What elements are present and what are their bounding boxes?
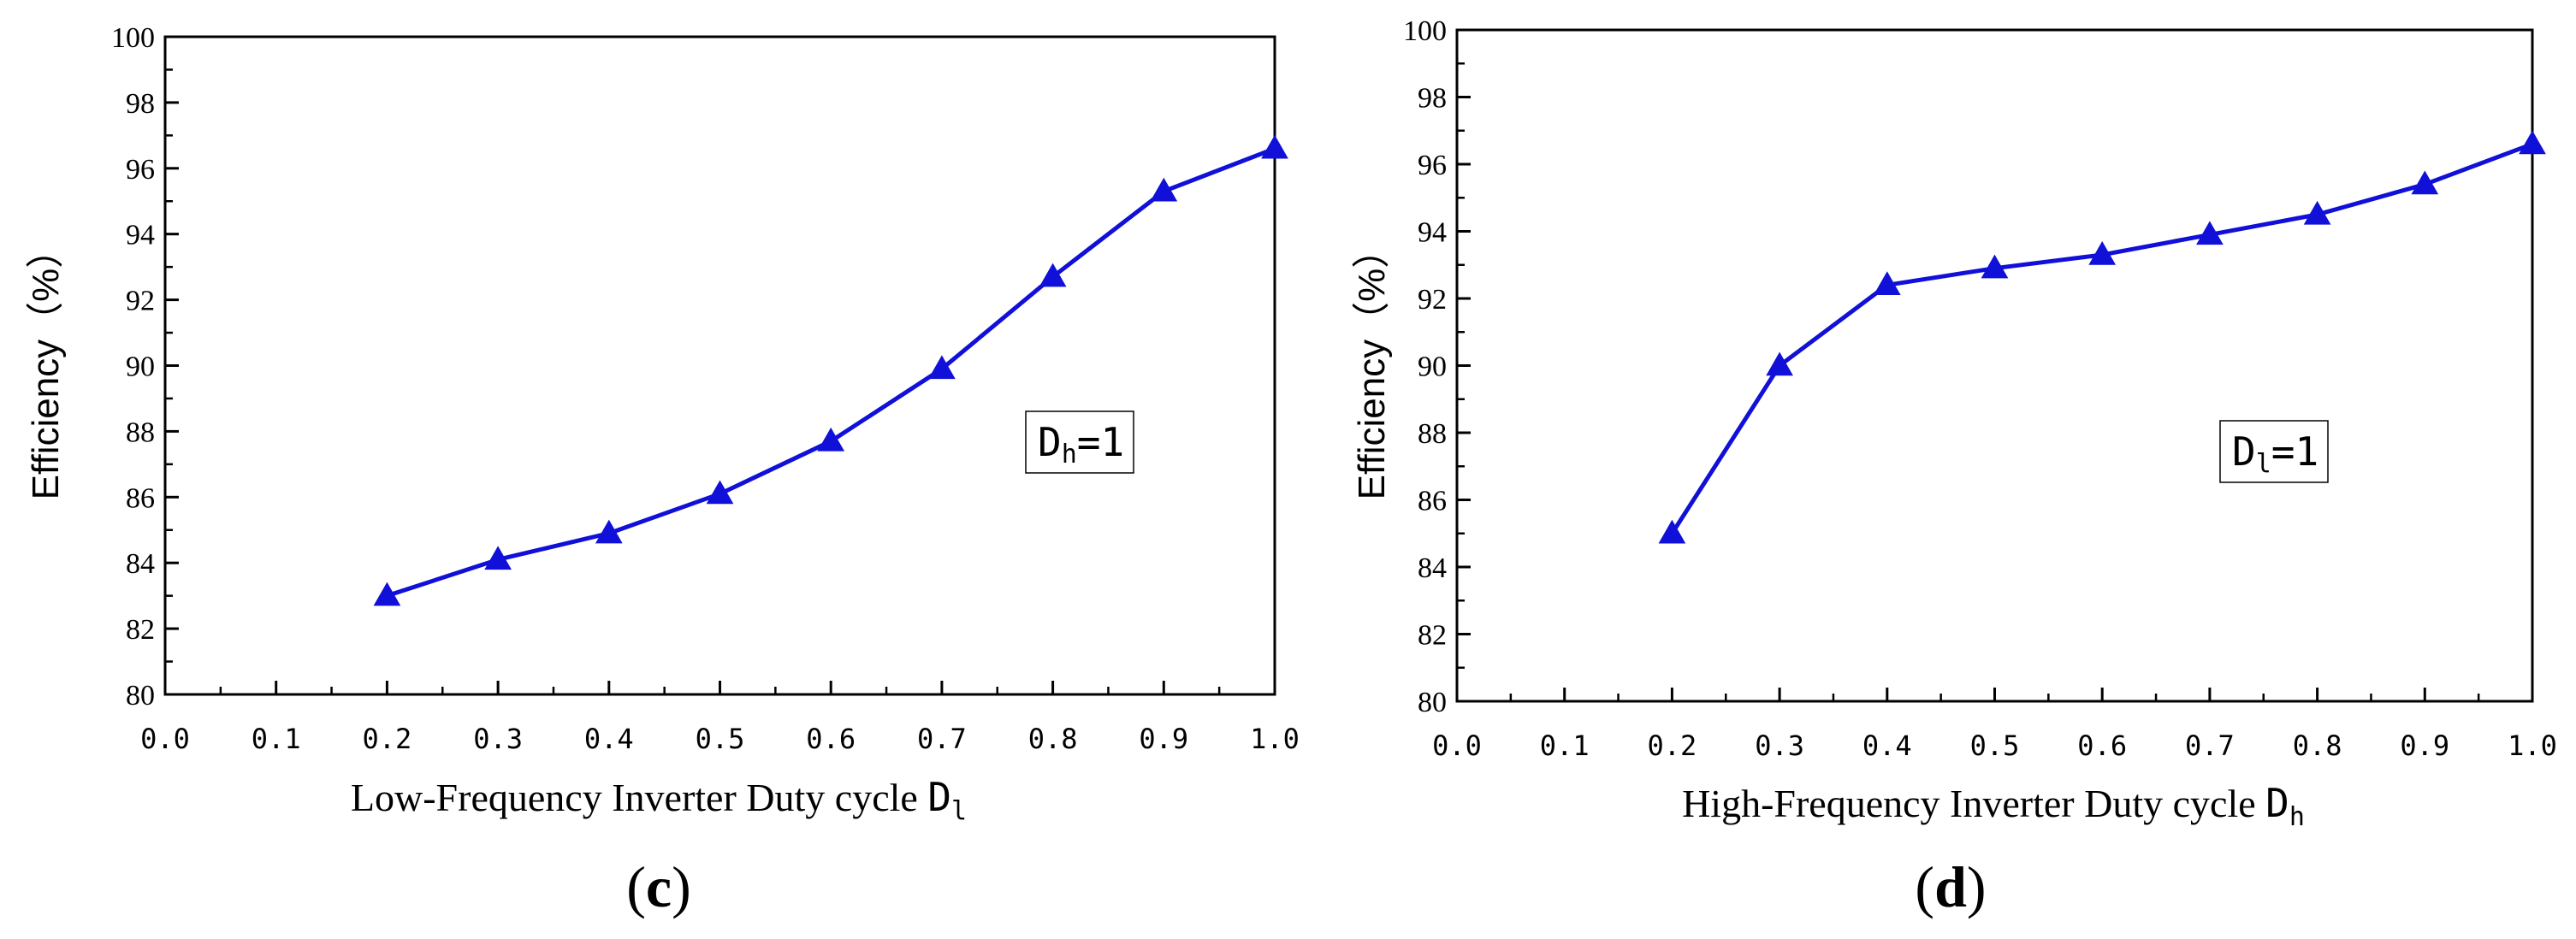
y-tick-label: 96 xyxy=(1418,150,1447,181)
x-tick-label: 0.4 xyxy=(1862,729,1912,762)
x-tick-label: 0.1 xyxy=(252,723,301,755)
data-point-marker xyxy=(595,519,623,544)
y-tick-label: 96 xyxy=(126,154,155,186)
y-tick-label: 80 xyxy=(126,680,155,712)
panel-label: (d) xyxy=(1915,854,1986,919)
y-tick-label: 84 xyxy=(126,548,155,580)
x-tick-label: 0.7 xyxy=(917,723,967,755)
x-tick-label: 0.0 xyxy=(140,723,190,755)
x-tick-label: 0.0 xyxy=(1432,729,1482,762)
x-axis-label: Low-Frequency Inverter Duty cycle Dl xyxy=(351,774,967,826)
x-tick-label: 0.5 xyxy=(696,723,745,755)
y-tick-label: 92 xyxy=(126,286,155,317)
annotation-text: Dl=1 xyxy=(2232,428,2318,479)
y-tick-label: 100 xyxy=(1403,15,1447,47)
y-tick-label: 98 xyxy=(126,88,155,120)
x-tick-label: 0.2 xyxy=(363,723,412,755)
data-point-marker xyxy=(2411,170,2439,195)
series-line xyxy=(386,146,1276,599)
annotation-box xyxy=(1025,410,1134,474)
x-tick-label: 0.8 xyxy=(1028,723,1078,755)
x-tick-label: 0.2 xyxy=(1648,729,1697,762)
y-axis-label: Efficiency（%） xyxy=(1351,231,1393,500)
data-point-marker xyxy=(1039,263,1067,287)
data-point-marker xyxy=(928,355,956,380)
y-tick-label: 82 xyxy=(1418,620,1447,652)
x-axis-label: High-Frequency Inverter Duty cycle Dh xyxy=(1682,780,2305,832)
data-point-marker xyxy=(1150,177,1178,202)
panel-label: (c) xyxy=(626,854,691,919)
y-tick-label: 90 xyxy=(1418,351,1447,383)
y-axis-label: Efficiency（%） xyxy=(25,231,67,500)
data-point-marker xyxy=(373,582,401,606)
data-point-marker xyxy=(1658,519,1686,544)
x-tick-label: 0.3 xyxy=(473,723,523,755)
data-point-marker xyxy=(1981,254,2009,279)
x-tick-label: 0.9 xyxy=(2400,729,2449,762)
plot-frame xyxy=(1455,28,2534,703)
y-tick-label: 94 xyxy=(1418,217,1447,249)
x-tick-label: 0.9 xyxy=(1139,723,1188,755)
x-tick-label: 1.0 xyxy=(2508,729,2557,762)
data-point-marker xyxy=(484,546,512,570)
x-tick-label: 0.6 xyxy=(2077,729,2127,762)
x-tick-label: 0.4 xyxy=(584,723,634,755)
y-tick-label: 100 xyxy=(111,22,155,54)
x-tick-label: 0.7 xyxy=(2185,729,2235,762)
y-tick-label: 80 xyxy=(1418,687,1447,718)
y-tick-label: 98 xyxy=(1418,83,1447,115)
y-tick-label: 88 xyxy=(126,416,155,448)
annotation-box xyxy=(2219,420,2329,483)
annotation-text: Dh=1 xyxy=(1038,419,1124,470)
data-point-marker xyxy=(706,480,734,505)
data-point-marker xyxy=(2088,240,2117,265)
y-tick-label: 90 xyxy=(126,351,155,383)
data-point-marker xyxy=(2519,130,2546,155)
x-tick-label: 0.6 xyxy=(806,723,856,755)
data-point-marker xyxy=(1766,351,1793,376)
y-tick-label: 84 xyxy=(1418,552,1447,584)
y-tick-label: 92 xyxy=(1418,284,1447,316)
y-tick-label: 86 xyxy=(1418,486,1447,517)
data-point-marker xyxy=(817,427,845,452)
y-tick-label: 82 xyxy=(126,614,155,646)
series-line xyxy=(1670,142,2533,535)
y-tick-label: 88 xyxy=(1418,418,1447,450)
data-point-marker xyxy=(2196,221,2224,245)
data-point-marker xyxy=(1873,271,1901,296)
x-tick-label: 0.3 xyxy=(1755,729,1804,762)
data-point-marker xyxy=(1261,134,1288,159)
y-tick-label: 86 xyxy=(126,482,155,514)
x-tick-label: 0.8 xyxy=(2293,729,2342,762)
y-tick-label: 94 xyxy=(126,220,155,251)
x-tick-label: 0.5 xyxy=(1970,729,2020,762)
plot-frame xyxy=(163,35,1276,696)
chart-panel-d: 0.0 0.1 0.2 0.3 0.4 0.5 0.6 0.7 0.8 0.9 1.0 80 82 84 8… xyxy=(1351,15,2557,919)
chart-panel-c: 0.0 0.1 0.2 0.3 0.4 0.5 0.6 0.7 0.8 0.9 1.0 80 82 84 8… xyxy=(25,22,1300,919)
x-tick-label: 0.1 xyxy=(1540,729,1590,762)
data-point-marker xyxy=(2303,200,2331,225)
x-tick-label: 1.0 xyxy=(1250,723,1300,755)
